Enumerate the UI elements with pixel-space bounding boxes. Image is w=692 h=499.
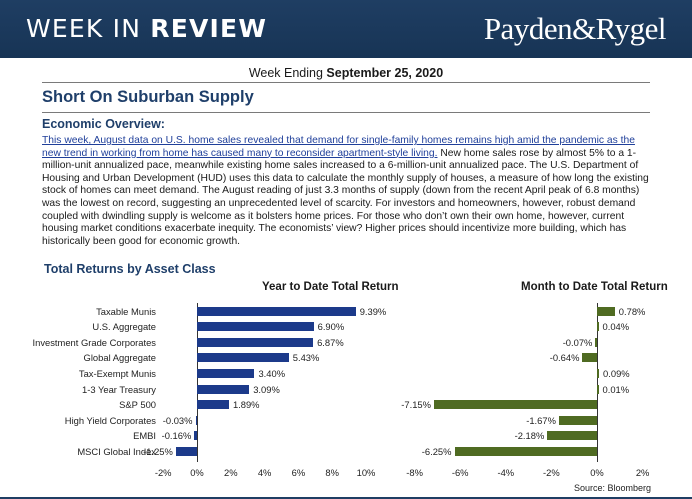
- week-ending-date: September 25, 2020: [326, 66, 444, 80]
- ytd-chart-title: Year to Date Total Return: [262, 281, 399, 293]
- data-label: -6.25%: [421, 445, 452, 457]
- tick-label: 0%: [590, 467, 604, 478]
- category-label: EMBI: [133, 430, 156, 442]
- data-label: -1.25%: [143, 445, 173, 457]
- tick-label: -8%: [406, 467, 423, 478]
- bar: [558, 415, 597, 425]
- tick-label: 0%: [190, 467, 204, 478]
- category-label: 1-3 Year Treasury: [82, 383, 156, 395]
- bar: [597, 368, 600, 378]
- tick-label: 6%: [291, 467, 306, 478]
- data-label: -2.18%: [514, 430, 545, 442]
- category-label: Investment Grade Corporates: [32, 336, 157, 348]
- week-ending-prefix: Week Ending: [248, 66, 327, 80]
- economic-overview-link[interactable]: This week, August data on U.S. home sale…: [42, 135, 635, 159]
- bar: [194, 431, 197, 441]
- tick-label: 8%: [325, 467, 339, 478]
- week-ending-line: Week Ending September 25, 2020: [0, 66, 692, 80]
- bar: [195, 415, 197, 425]
- data-label: 5.43%: [292, 352, 320, 364]
- category-label: Global Aggregate: [83, 352, 156, 364]
- payden-rygel-logo[interactable]: Payden&Rygel: [483, 11, 667, 46]
- bar: [197, 322, 314, 332]
- zero-axis: [597, 303, 598, 462]
- bar: [197, 337, 314, 347]
- data-label: 6.90%: [317, 321, 345, 333]
- data-label: -0.07%: [562, 336, 593, 348]
- bottom-rule: [0, 497, 692, 499]
- page-title: Short On Suburban Supply: [42, 88, 254, 106]
- data-label: 3.09%: [253, 383, 280, 395]
- mtd-chart-title: Month to Date Total Return: [521, 281, 668, 293]
- data-label: 0.04%: [602, 321, 630, 333]
- tick-label: -4%: [497, 467, 515, 478]
- category-label: Tax-Exempt Munis: [78, 367, 156, 379]
- bar: [197, 384, 250, 394]
- data-label: -0.64%: [549, 352, 580, 364]
- bar: [597, 322, 599, 332]
- data-label: 9.39%: [359, 305, 387, 317]
- bar: [597, 384, 599, 394]
- category-label: Taxable Munis: [96, 305, 156, 317]
- tick-label: -2%: [154, 467, 172, 478]
- economic-overview-body: This week, August data on U.S. home sale…: [42, 135, 652, 248]
- bar: [433, 400, 597, 410]
- data-label: 6.87%: [317, 336, 344, 348]
- data-label: -0.03%: [162, 414, 193, 426]
- tick-label: 10%: [356, 467, 376, 478]
- economic-overview-heading: Economic Overview:: [42, 117, 165, 131]
- bar: [197, 400, 229, 410]
- returns-section-title: Total Returns by Asset Class: [44, 262, 216, 276]
- header-title: WEEK IN REVIEW: [26, 14, 267, 43]
- tick-label: 2%: [635, 467, 650, 478]
- data-label: -7.15%: [401, 399, 431, 411]
- divider: [42, 82, 650, 83]
- tick-label: -6%: [451, 467, 469, 478]
- category-label: U.S. Aggregate: [92, 321, 156, 333]
- bar: [597, 306, 615, 316]
- bar: [595, 337, 597, 347]
- bar: [454, 446, 597, 456]
- data-label: 1.89%: [232, 399, 260, 411]
- data-label: 3.40%: [258, 367, 286, 379]
- tick-label: 4%: [257, 467, 272, 478]
- bar: [175, 446, 197, 456]
- header-banner: WEEK IN REVIEW Payden&Rygel: [0, 0, 692, 58]
- category-label: High Yield Corporates: [64, 414, 156, 426]
- tick-label: 2%: [224, 467, 238, 478]
- bar: [197, 306, 356, 316]
- data-label: -1.67%: [526, 414, 556, 426]
- header-title-bold: REVIEW: [150, 14, 268, 43]
- data-label: -0.16%: [161, 430, 192, 442]
- data-label: 0.09%: [603, 367, 630, 379]
- data-label: 0.01%: [602, 383, 630, 395]
- zero-axis: [197, 303, 198, 462]
- category-label: MSCI Global Index: [77, 445, 156, 457]
- header-title-light: WEEK IN: [26, 14, 151, 43]
- source-note: Source: Bloomberg: [573, 483, 651, 493]
- tick-label: -2%: [543, 467, 560, 478]
- bar: [197, 368, 255, 378]
- bar: [547, 431, 597, 441]
- economic-overview-text: New home sales rose by almost 5% to a 1-…: [42, 147, 649, 247]
- bar: [582, 353, 597, 363]
- bar: [197, 353, 289, 363]
- divider: [42, 112, 650, 113]
- category-label: S&P 500: [119, 399, 156, 411]
- data-label: 0.78%: [618, 305, 646, 317]
